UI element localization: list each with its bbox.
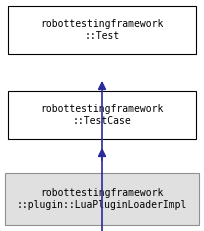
FancyBboxPatch shape <box>8 6 196 54</box>
FancyBboxPatch shape <box>8 91 196 139</box>
Text: robottestingframework
::plugin::LuaPluginLoaderImpl: robottestingframework ::plugin::LuaPlugi… <box>17 188 187 210</box>
Text: robottestingframework
::Test: robottestingframework ::Test <box>40 19 164 41</box>
FancyBboxPatch shape <box>5 173 199 225</box>
Text: robottestingframework
::TestCase: robottestingframework ::TestCase <box>40 104 164 126</box>
